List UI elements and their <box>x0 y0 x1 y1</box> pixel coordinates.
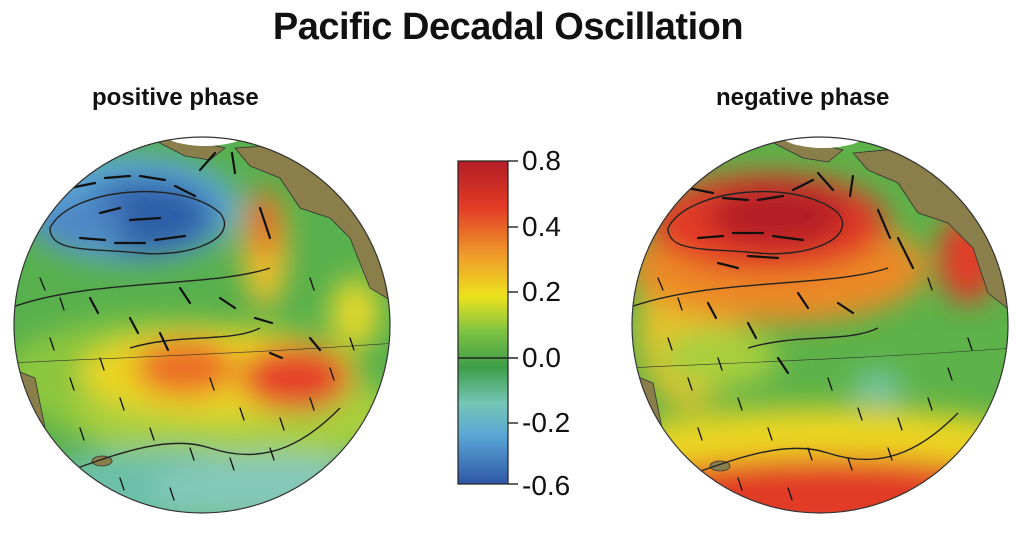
positive-phase-label: positive phase <box>92 84 259 111</box>
colorbar-tick-label: -0.6 <box>522 470 571 501</box>
negative-phase-globe <box>631 136 1009 514</box>
colorbar <box>457 160 518 485</box>
colorbar-tick-label: -0.2 <box>522 407 571 438</box>
colorbar-tick-label: 0.4 <box>522 211 561 242</box>
positive-phase-globe <box>13 136 391 514</box>
figure-title: Pacific Decadal Oscillation <box>272 6 744 48</box>
negative-phase-label: negative phase <box>716 84 890 111</box>
colorbar-tick-label: 0.0 <box>522 342 561 373</box>
colorbar-tick-label: 0.2 <box>522 276 561 307</box>
colorbar-tick-label: 0.8 <box>522 145 561 176</box>
